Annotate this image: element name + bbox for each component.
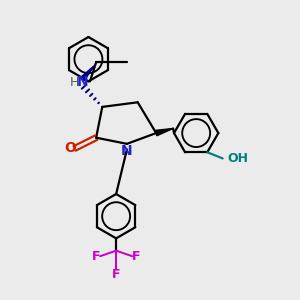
Polygon shape (80, 65, 94, 81)
Text: O: O (64, 141, 76, 155)
Text: N: N (121, 144, 133, 158)
Text: H: H (69, 76, 79, 89)
Text: N: N (76, 75, 88, 89)
Text: F: F (112, 268, 120, 281)
Text: OH: OH (227, 152, 248, 165)
Text: F: F (92, 250, 100, 263)
Text: F: F (132, 250, 140, 263)
Polygon shape (155, 128, 173, 136)
